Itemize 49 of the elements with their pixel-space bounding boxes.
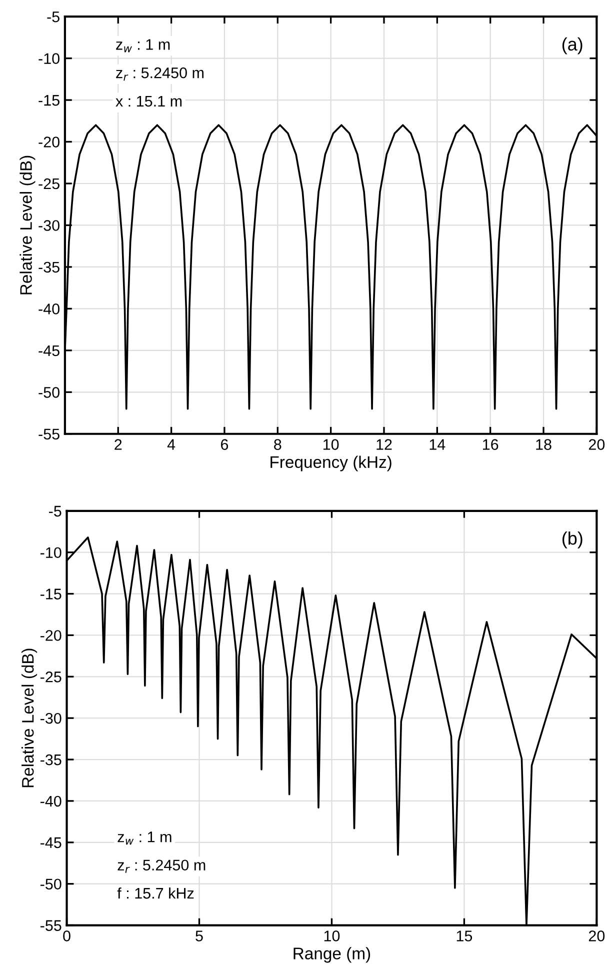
y-axis-title: Relative Level (dB) (22, 648, 38, 788)
x-tick-label: 15 (456, 930, 472, 942)
y-tick-label: -45 (40, 837, 62, 848)
y-tick-label: -10 (38, 53, 60, 64)
y-tick-label: -50 (40, 878, 62, 890)
y-tick-label: -40 (38, 304, 60, 314)
x-tick-label: 6 (220, 439, 228, 450)
x-tick-label: 20 (588, 930, 605, 942)
y-tick-label: -25 (38, 178, 60, 190)
annotation: z$_{r}$ : 5.2450 m (116, 67, 204, 81)
x-tick-label: 4 (167, 439, 176, 450)
y-tick-label: -45 (38, 345, 60, 356)
y-tick-label: -25 (40, 672, 62, 682)
y-tick-label: -15 (38, 95, 60, 106)
x-axis-title: Frequency (kHz) (270, 456, 392, 472)
y-tick-label: -5 (49, 506, 62, 517)
annotation: (b) (562, 531, 582, 548)
annotation: z$_{r}$ : 5.2450 m (118, 860, 206, 873)
x-tick-label: 20 (588, 439, 605, 450)
y-tick-label: -35 (38, 262, 60, 273)
y-tick-label: -35 (40, 754, 62, 766)
y-tick-label: -40 (40, 796, 62, 807)
y-tick-label: -30 (40, 712, 62, 724)
y-tick-label: -20 (38, 136, 60, 148)
annotation: (a) (562, 37, 582, 54)
x-tick-label: 12 (376, 439, 392, 450)
x-tick-label: 16 (483, 439, 498, 450)
annotation: x : 15.1 m (116, 96, 182, 107)
y-tick-label: -50 (38, 387, 60, 398)
y-axis-title: Relative Level (dB) (20, 156, 36, 294)
x-tick-label: 10 (324, 930, 340, 942)
x-tick-label: 5 (196, 930, 203, 942)
y-tick-label: -20 (40, 630, 62, 641)
y-tick-label: -55 (40, 920, 62, 931)
x-tick-label: 18 (536, 439, 552, 450)
annotation: z$_{w}$ : 1 m (118, 832, 172, 845)
x-tick-label: 14 (430, 439, 446, 450)
x-tick-label: 2 (114, 439, 122, 450)
annotation: z$_{w}$ : 1 m (116, 39, 170, 52)
y-tick-label: -5 (47, 12, 60, 22)
x-tick-label: 8 (274, 439, 282, 450)
y-tick-label: -30 (38, 220, 60, 231)
y-tick-label: -55 (38, 428, 60, 440)
x-tick-label: 0 (63, 930, 70, 942)
y-tick-label: -10 (40, 547, 62, 558)
annotation: f : 15.7 kHz (117, 887, 194, 899)
y-tick-label: -15 (40, 588, 62, 600)
x-axis-title: Range (m) (294, 947, 370, 963)
x-tick-label: 10 (323, 439, 339, 450)
